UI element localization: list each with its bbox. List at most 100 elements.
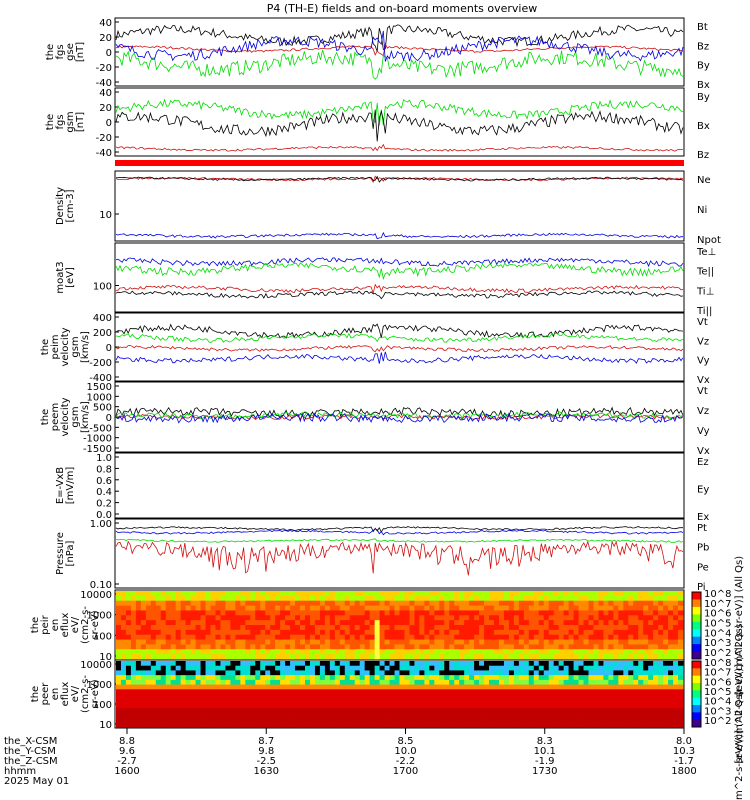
heatmap-cell <box>155 689 162 695</box>
heatmap-cell <box>374 703 381 709</box>
heatmap-cell <box>668 670 674 676</box>
heatmap-cell <box>245 644 251 650</box>
heatmap-cell <box>648 679 654 685</box>
heatmap-cell <box>633 625 639 631</box>
heatmap-cell <box>334 689 341 695</box>
heatmap-cell <box>513 694 520 700</box>
heatmap-cell <box>558 595 565 602</box>
heatmap-cell <box>210 703 216 709</box>
heatmap-cell <box>255 679 261 685</box>
heatmap-cell <box>608 665 614 671</box>
heatmap-cell <box>598 595 604 602</box>
heatmap-cell <box>265 689 271 695</box>
heatmap-cell <box>518 665 525 671</box>
heatmap-cell <box>379 689 385 695</box>
heatmap-cell <box>633 629 639 636</box>
ytick-label: 10 <box>99 720 112 731</box>
heatmap-cell <box>305 639 311 645</box>
heatmap-cell <box>494 591 500 597</box>
heatmap-cell <box>484 639 490 645</box>
heatmap-cell <box>369 610 376 616</box>
heatmap-cell <box>145 712 152 718</box>
heatmap-cell <box>399 665 405 671</box>
heatmap-cell <box>434 644 440 650</box>
heatmap-cell <box>190 625 196 631</box>
heatmap-cell <box>359 639 366 645</box>
heatmap-cell <box>593 670 599 676</box>
heatmap-cell <box>374 675 381 681</box>
heatmap-cell <box>354 644 361 650</box>
heatmap-cell <box>285 675 291 681</box>
heatmap-cell <box>225 665 231 671</box>
heatmap-cell <box>498 703 505 709</box>
heatmap-cell <box>434 670 440 676</box>
heatmap-cell <box>623 708 629 714</box>
heatmap-cell <box>185 654 192 660</box>
heatmap-cell <box>503 605 510 611</box>
heatmap-cell <box>409 708 415 714</box>
heatmap-cell <box>489 595 495 602</box>
heatmap-cell <box>673 639 679 645</box>
xaxis-row-label: the_Z-CSM <box>4 756 58 767</box>
heatmap-cell <box>300 670 306 676</box>
heatmap-cell <box>429 591 435 597</box>
heatmap-cell <box>588 703 594 709</box>
heatmap-cell <box>195 689 201 695</box>
heatmap-cell <box>474 629 480 636</box>
heatmap-cell <box>245 620 251 626</box>
heatmap-cell <box>210 639 216 645</box>
heatmap-cell <box>503 703 510 709</box>
heatmap-cell <box>643 591 649 597</box>
heatmap-cell <box>414 639 420 645</box>
heatmap-cell <box>265 675 271 681</box>
heatmap-cell <box>513 712 520 718</box>
heatmap-cell <box>444 708 450 714</box>
heatmap-cell <box>359 675 366 681</box>
colorbar-tick: 10^6 <box>704 677 731 688</box>
series-Pe <box>115 538 684 543</box>
heatmap-cell <box>225 600 231 606</box>
heatmap-cell <box>334 629 341 636</box>
heatmap-cell <box>508 670 515 676</box>
heatmap-cell <box>543 654 550 660</box>
heatmap-cell <box>623 654 629 660</box>
heatmap-cell <box>603 649 609 655</box>
heatmap-cell <box>613 654 619 660</box>
heatmap-cell <box>344 698 351 704</box>
heatmap-cell <box>583 620 589 626</box>
heatmap-cell <box>578 634 584 640</box>
heatmap-cell <box>364 708 371 714</box>
heatmap-cell <box>130 654 137 660</box>
heatmap-cell <box>195 615 201 621</box>
heatmap-cell <box>280 708 286 714</box>
heatmap-cell <box>489 620 495 626</box>
heatmap-cell <box>424 665 430 671</box>
heatmap-cell <box>354 717 361 723</box>
heatmap-cell <box>568 717 574 723</box>
heatmap-cell <box>280 689 286 695</box>
heatmap-cell <box>334 698 341 704</box>
heatmap-cell <box>608 717 614 723</box>
heatmap-cell <box>394 620 400 626</box>
heatmap-cell <box>374 615 381 621</box>
heatmap-cell <box>469 639 475 645</box>
heatmap-cell <box>260 670 266 676</box>
heatmap-cell <box>613 698 619 704</box>
heatmap-cell <box>260 708 266 714</box>
heatmap-cell <box>558 654 565 660</box>
heatmap-cell <box>200 708 206 714</box>
ylabel-line: [nT] <box>75 112 86 132</box>
heatmap-cell <box>235 689 241 695</box>
heatmap-cell <box>623 670 629 676</box>
heatmap-cell <box>593 703 599 709</box>
heatmap-cell <box>130 644 137 650</box>
heatmap-cell <box>230 712 236 718</box>
heatmap-cell <box>135 605 142 611</box>
heatmap-cell <box>329 665 336 671</box>
heatmap-cell <box>165 620 172 626</box>
heatmap-cell <box>543 625 550 631</box>
heatmap-cell <box>623 591 629 597</box>
heatmap-cell <box>399 679 405 685</box>
heatmap-cell <box>170 689 177 695</box>
heatmap-cell <box>553 665 560 671</box>
